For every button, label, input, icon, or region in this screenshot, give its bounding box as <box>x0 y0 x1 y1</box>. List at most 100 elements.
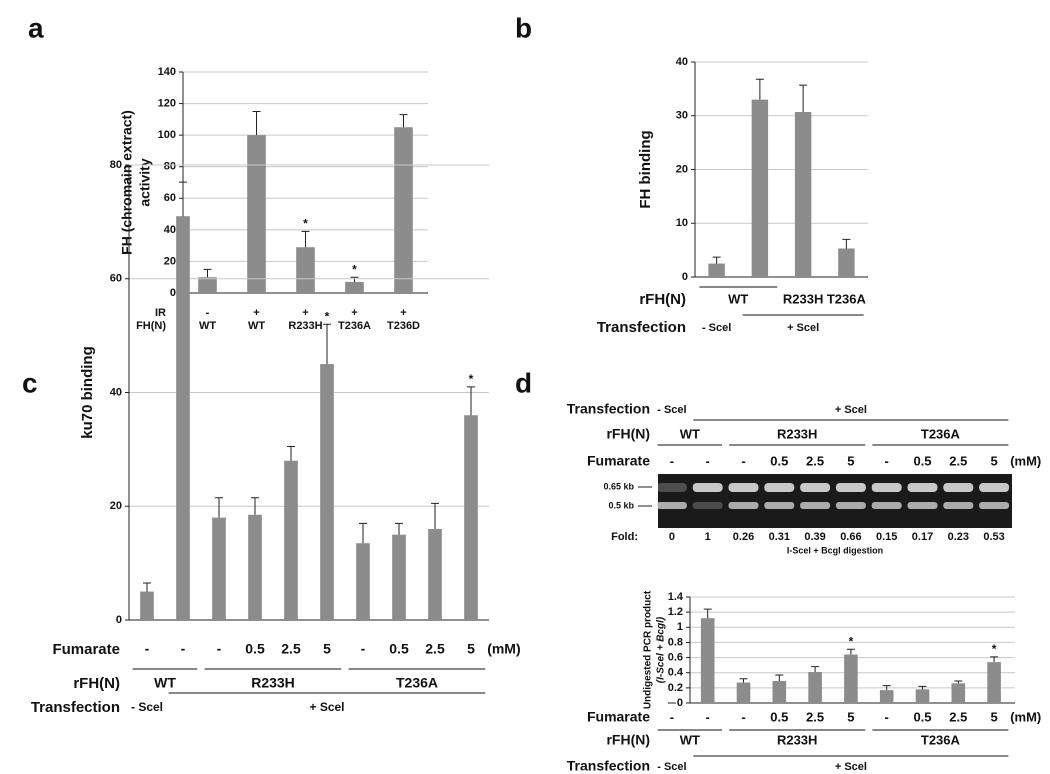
significance-marker: * <box>303 217 308 231</box>
row-label: 2.5 <box>281 641 301 657</box>
bar <box>879 690 894 703</box>
fold-value: 0.15 <box>876 531 897 543</box>
y-tick-label: 0.4 <box>668 667 684 679</box>
error-bar <box>251 497 259 515</box>
row-label: R233H <box>251 675 295 691</box>
bar <box>248 514 262 620</box>
row-label: - Scel <box>131 700 163 714</box>
error-bar <box>359 522 367 544</box>
error-bar <box>179 181 187 217</box>
error-bar <box>467 386 475 416</box>
gel-band <box>835 502 866 509</box>
row-label: T236D <box>387 320 420 332</box>
gel-band <box>871 483 902 492</box>
y-tick-label: 60 <box>164 192 176 204</box>
row-label: T236A <box>921 426 961 441</box>
row-label: - Scel <box>702 322 731 334</box>
y-axis-label: FH (chromain extract) <box>119 110 135 255</box>
error-bar <box>395 522 403 535</box>
gel-band <box>907 483 938 492</box>
y-tick-label: 40 <box>676 56 688 68</box>
row-label: 0.5 <box>389 641 409 657</box>
bar <box>392 534 406 620</box>
error-bar <box>323 323 331 365</box>
row-name: rFH(N) <box>606 732 650 748</box>
row-label: WT <box>728 291 748 306</box>
fold-value: 0.39 <box>804 531 825 543</box>
gel-band <box>871 502 902 509</box>
gel-band <box>943 502 974 509</box>
row-label: + <box>302 307 308 319</box>
significance-marker: * <box>325 309 330 323</box>
error-bar <box>215 497 223 518</box>
row-label: + Scel <box>787 322 819 334</box>
fold-value: 0.26 <box>733 531 754 543</box>
y-axis-label: activity <box>137 158 153 206</box>
row-label: 5 <box>847 709 854 724</box>
panel-letter: c <box>22 367 38 398</box>
fold-value: 0.23 <box>948 531 969 543</box>
bar <box>915 689 930 703</box>
fold-value: 1 <box>705 531 711 543</box>
row-label: 5 <box>990 453 997 468</box>
row-label: 5 <box>990 709 997 724</box>
significance-marker: * <box>352 262 357 276</box>
row-name: Transfection <box>597 319 686 336</box>
row-label: 5 <box>323 641 331 657</box>
gel-band-label: 0.5 kb <box>608 500 634 510</box>
row-label: T236A <box>338 320 371 332</box>
row-label: R233H <box>777 426 817 441</box>
gel-band <box>907 502 938 509</box>
row-label: 2.5 <box>949 453 967 468</box>
gel-band <box>764 483 795 492</box>
error-bar <box>739 678 748 683</box>
row-label: 2.5 <box>425 641 445 657</box>
bar <box>212 517 226 620</box>
bar <box>700 618 715 703</box>
gel-band <box>692 502 723 509</box>
row-label: + Scel <box>835 404 867 416</box>
y-tick-label: 80 <box>110 159 122 171</box>
row-name: Fumarate <box>587 453 650 469</box>
bar <box>284 460 298 620</box>
bar <box>772 681 787 703</box>
fold-value: 0.31 <box>769 531 790 543</box>
error-bar <box>775 674 784 682</box>
row-label: + <box>351 307 357 319</box>
bar <box>176 216 190 620</box>
error-bar <box>431 502 439 529</box>
row-label: 0.5 <box>913 453 931 468</box>
row-label: - <box>670 453 674 468</box>
bar <box>987 662 1001 703</box>
row-name: FH(N) <box>136 320 166 332</box>
error-bar <box>350 276 359 282</box>
row-name: rFH(N) <box>606 426 650 442</box>
gel-band-label: 0.65 kb <box>603 481 634 491</box>
bar <box>247 135 266 293</box>
error-bar <box>399 114 408 128</box>
row-name: Transfection <box>31 699 120 716</box>
bar <box>428 529 442 620</box>
row-label: 5 <box>847 453 854 468</box>
y-tick-label: 0 <box>116 614 122 626</box>
row-label: R233H <box>783 291 823 306</box>
row-label: WT <box>248 320 265 332</box>
bar <box>844 654 858 703</box>
y-axis-label: FH binding <box>637 130 654 208</box>
y-tick-label: 1.4 <box>668 591 684 603</box>
panel-letter: b <box>515 12 532 43</box>
gel-band <box>800 502 831 509</box>
row-label: - <box>181 641 186 657</box>
error-bar <box>203 268 212 278</box>
row-label: WT <box>154 675 176 691</box>
row-name: rFH(N) <box>639 291 686 308</box>
row-name: Transfection <box>567 401 650 417</box>
error-bar <box>882 685 891 691</box>
gel-band <box>656 502 687 509</box>
gel-band <box>656 483 687 492</box>
row-label: - <box>145 641 150 657</box>
error-bar <box>990 656 999 663</box>
y-tick-label: 40 <box>110 386 122 398</box>
row-unit: (mM) <box>487 641 520 657</box>
